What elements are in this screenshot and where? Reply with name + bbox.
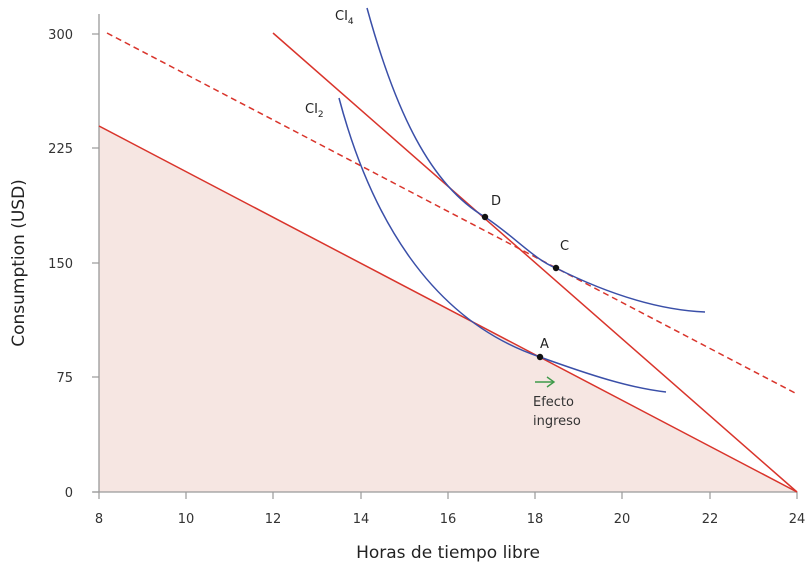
x-axis-title: Horas de tiempo libre xyxy=(356,543,540,563)
y-tick-label: 225 xyxy=(48,142,73,157)
x-tick-labels: 8 10 12 14 16 18 20 22 24 xyxy=(95,512,805,527)
annotation-ingreso: ingreso xyxy=(533,414,581,429)
budget-line-original xyxy=(98,125,798,493)
y-tick-label: 300 xyxy=(48,28,73,43)
point-d-label: D xyxy=(491,194,501,209)
x-tick-label: 16 xyxy=(440,512,457,527)
x-tick-label: 22 xyxy=(702,512,719,527)
indifference-curve-ci2 xyxy=(338,97,667,393)
y-tick-label: 150 xyxy=(48,257,73,272)
point-c-label: C xyxy=(560,239,569,254)
y-axis-title: Consumption (USD) xyxy=(9,179,29,347)
y-tick-label: 75 xyxy=(56,371,73,386)
x-tick-label: 10 xyxy=(178,512,195,527)
x-ticks xyxy=(98,492,798,499)
x-tick-label: 20 xyxy=(614,512,631,527)
y-tick-label: 0 xyxy=(65,486,73,501)
y-ticks xyxy=(92,33,99,493)
x-tick-label: 24 xyxy=(789,512,806,527)
x-tick-label: 18 xyxy=(527,512,544,527)
annotation-efecto: Efecto xyxy=(533,395,574,410)
point-a-marker xyxy=(536,353,544,361)
x-tick-label: 14 xyxy=(353,512,370,527)
ci4-label: CI4 xyxy=(335,9,354,27)
arrow-right-icon xyxy=(535,376,556,388)
budget-line-higher-wage xyxy=(272,32,798,493)
point-c-marker xyxy=(552,264,560,272)
ci2-label: CI2 xyxy=(305,102,324,120)
point-a-label: A xyxy=(540,337,549,352)
y-tick-labels: 300 225 150 75 0 xyxy=(48,28,73,501)
x-tick-label: 12 xyxy=(265,512,282,527)
point-d-marker xyxy=(481,213,489,221)
indifference-curve-ci4 xyxy=(366,7,706,313)
x-tick-label: 8 xyxy=(95,512,103,527)
